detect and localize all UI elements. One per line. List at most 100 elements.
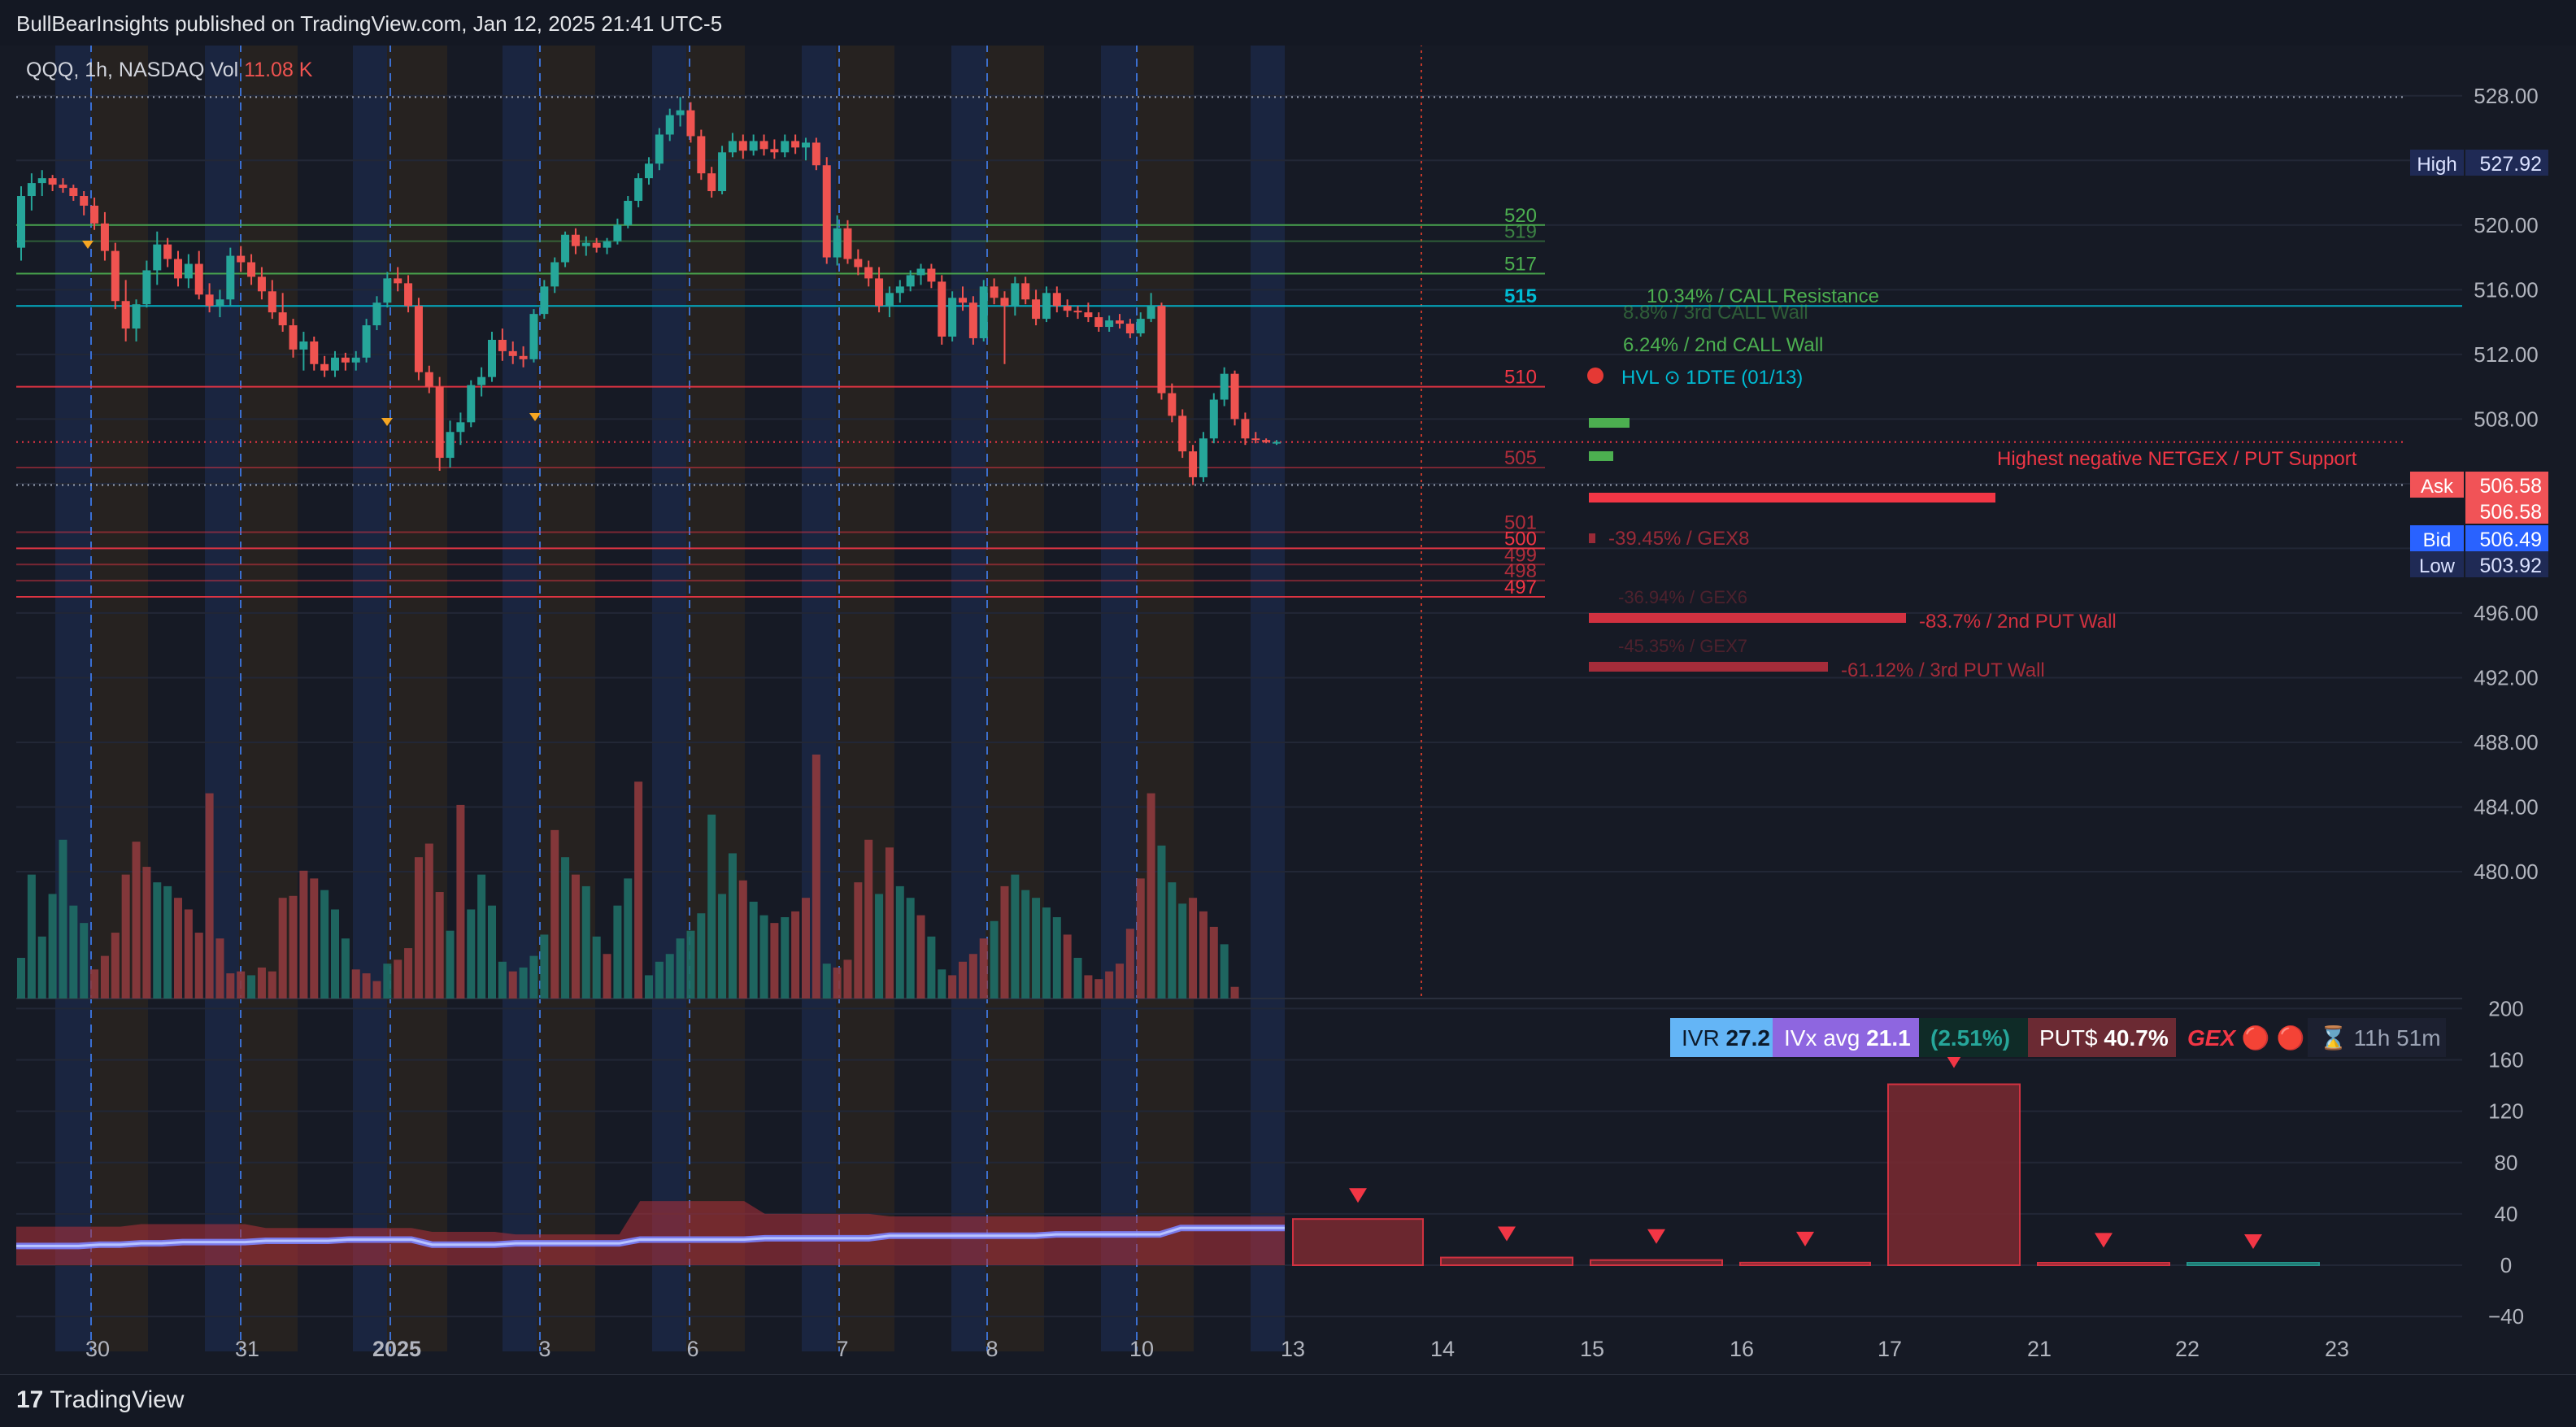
indicator-badge-text: PUT$ 40.7% — [2039, 1025, 2169, 1051]
session-band — [91, 46, 148, 1351]
candle — [467, 380, 476, 428]
volume-bar — [1168, 882, 1177, 998]
candle-body — [488, 339, 496, 377]
candle-body — [498, 339, 507, 351]
session-band — [802, 46, 836, 1351]
badge-label: PUT$ — [2039, 1025, 2104, 1051]
level-price-label: 499 — [1504, 544, 1537, 566]
candle — [331, 350, 339, 377]
candle-body — [1273, 442, 1281, 444]
candle — [571, 228, 580, 255]
volume-bar — [48, 894, 57, 998]
volume-bar — [759, 915, 768, 998]
candle — [1168, 383, 1177, 423]
ivx-line-highlight — [16, 1226, 1285, 1247]
volume-bar — [833, 967, 842, 998]
price-label-value: 506.58 — [2480, 475, 2542, 498]
candle-body — [519, 355, 528, 359]
candle — [791, 134, 800, 154]
badge-label: ⌛ — [2319, 1025, 2354, 1051]
level-price-label: 505 — [1504, 447, 1537, 469]
price-label-tag — [2410, 472, 2464, 498]
candle-body — [1199, 438, 1208, 477]
level-annotation: -61.12% / 3rd PUT Wall — [1841, 659, 2045, 681]
candle — [456, 412, 465, 446]
volume-bar — [1073, 958, 1082, 998]
volume-bar — [27, 874, 36, 998]
candle-body — [645, 163, 653, 179]
candle-body — [571, 234, 580, 246]
volume-bar — [613, 905, 622, 998]
price-label-name: Low — [2419, 555, 2456, 577]
session-band — [951, 46, 986, 1351]
candle — [1147, 293, 1155, 323]
iv-band-area — [16, 1201, 1285, 1265]
time-axis-label: 8 — [986, 1337, 998, 1361]
candle — [1209, 393, 1218, 444]
volume-bar — [822, 964, 831, 998]
level-annotation: HVL ⊙ 1DTE (01/13) — [1621, 367, 1803, 389]
candle — [1241, 412, 1250, 446]
price-label-tag — [2410, 551, 2464, 577]
candle-body — [864, 267, 873, 279]
tradingview-logo[interactable]: 17 TradingView — [16, 1386, 184, 1414]
volume-bar — [728, 853, 737, 998]
level-annotation: 10.34% / CALL Resistance — [1647, 285, 1879, 307]
candle — [320, 355, 329, 377]
volume-bar — [467, 909, 476, 998]
candle-body — [205, 294, 214, 307]
volume-bar — [895, 885, 904, 998]
volume-bar — [665, 954, 674, 998]
badge-value: 27.2 — [1725, 1025, 1770, 1051]
candle — [48, 175, 57, 192]
session-band — [503, 46, 537, 1351]
volume-bar — [59, 839, 67, 998]
candle-body — [1209, 399, 1218, 439]
badge-label: GEX — [2187, 1025, 2242, 1051]
candle — [603, 237, 611, 255]
candle-body — [310, 341, 319, 364]
volume-bar — [372, 981, 381, 998]
candle-body — [1168, 393, 1177, 416]
candle-body — [414, 306, 423, 372]
candle-body — [37, 178, 46, 184]
candle-body — [1032, 299, 1041, 320]
candle — [843, 220, 852, 264]
candle-body — [885, 293, 894, 307]
candle-body — [508, 350, 517, 356]
volume-bar — [90, 969, 99, 998]
candle — [624, 196, 633, 228]
volume-bar — [132, 842, 141, 998]
candle — [174, 250, 182, 287]
candle-body — [1042, 293, 1051, 320]
indicator-badge — [1670, 1018, 1773, 1057]
candle — [802, 137, 810, 161]
candle — [519, 346, 528, 368]
time-axis-label: 7 — [836, 1337, 848, 1361]
publisher-bar: BullBearInsights published on TradingVie… — [0, 0, 2576, 46]
volume-bar — [1052, 917, 1061, 998]
candle-body — [351, 357, 360, 363]
price-label-value: 506.49 — [2480, 529, 2542, 551]
time-axis-label: 30 — [85, 1337, 110, 1361]
volume-bar — [205, 793, 214, 998]
candle — [1251, 432, 1260, 444]
expiry-marker — [2244, 1234, 2262, 1249]
volume-bar — [1042, 907, 1051, 998]
candle — [634, 173, 643, 207]
volume-bar — [812, 755, 820, 998]
candle-body — [968, 302, 977, 338]
volume-bar — [69, 905, 78, 998]
expiry-box — [1292, 1218, 1424, 1267]
time-axis-label: 3 — [538, 1337, 550, 1361]
candle — [424, 365, 433, 394]
volume-bar — [634, 781, 643, 998]
iv-axis-tick: −40 — [2488, 1304, 2524, 1329]
candle — [1125, 319, 1134, 338]
candle — [435, 376, 444, 471]
candle — [885, 286, 894, 318]
candle — [80, 191, 89, 215]
candle — [854, 249, 863, 276]
volume-bar — [362, 973, 371, 998]
